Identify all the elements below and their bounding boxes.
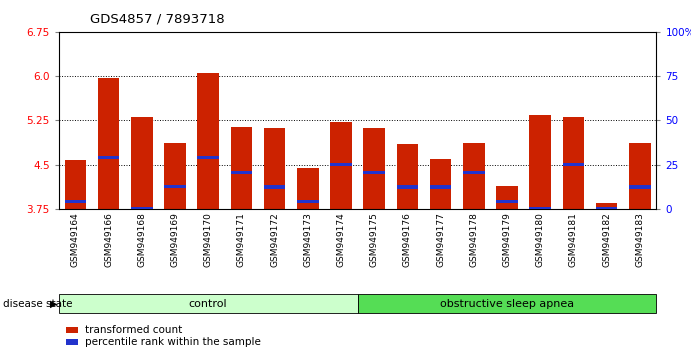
Bar bbox=[562, 117, 584, 209]
Bar bbox=[297, 168, 319, 209]
Text: GSM949182: GSM949182 bbox=[602, 212, 611, 267]
Bar bbox=[629, 143, 651, 209]
Bar bbox=[363, 128, 385, 209]
Bar bbox=[529, 115, 551, 209]
Bar bbox=[363, 171, 385, 174]
Bar bbox=[330, 122, 352, 209]
Bar bbox=[430, 185, 451, 189]
Text: GSM949176: GSM949176 bbox=[403, 212, 412, 267]
Bar bbox=[562, 163, 584, 166]
Bar bbox=[397, 144, 418, 209]
Text: GSM949166: GSM949166 bbox=[104, 212, 113, 267]
Bar bbox=[131, 118, 153, 209]
Bar bbox=[231, 171, 252, 174]
Bar bbox=[198, 73, 219, 209]
Text: GSM949168: GSM949168 bbox=[138, 212, 146, 267]
Bar bbox=[64, 160, 86, 209]
Bar bbox=[198, 156, 219, 159]
Text: GSM949180: GSM949180 bbox=[536, 212, 545, 267]
Text: ▶: ▶ bbox=[50, 298, 57, 309]
Text: GSM949177: GSM949177 bbox=[436, 212, 445, 267]
Bar bbox=[231, 127, 252, 209]
Text: percentile rank within the sample: percentile rank within the sample bbox=[85, 337, 261, 347]
Text: GSM949174: GSM949174 bbox=[337, 212, 346, 267]
Text: GSM949164: GSM949164 bbox=[71, 212, 80, 267]
Text: transformed count: transformed count bbox=[85, 325, 182, 335]
Bar bbox=[297, 200, 319, 204]
Text: GSM949171: GSM949171 bbox=[237, 212, 246, 267]
Bar bbox=[264, 128, 285, 209]
Text: GSM949183: GSM949183 bbox=[635, 212, 644, 267]
Bar bbox=[164, 143, 186, 209]
Bar bbox=[164, 185, 186, 188]
Text: GSM949178: GSM949178 bbox=[469, 212, 478, 267]
Bar bbox=[629, 185, 651, 189]
Text: GSM949179: GSM949179 bbox=[502, 212, 511, 267]
Bar bbox=[430, 159, 451, 209]
Bar bbox=[397, 185, 418, 189]
Text: GDS4857 / 7893718: GDS4857 / 7893718 bbox=[90, 12, 225, 25]
Bar bbox=[596, 203, 618, 209]
Bar bbox=[66, 339, 78, 345]
Bar bbox=[330, 163, 352, 166]
Text: GSM949173: GSM949173 bbox=[303, 212, 312, 267]
Text: obstructive sleep apnea: obstructive sleep apnea bbox=[440, 298, 574, 309]
Text: GSM949169: GSM949169 bbox=[171, 212, 180, 267]
Bar bbox=[97, 156, 120, 159]
Bar bbox=[66, 326, 78, 333]
Bar bbox=[596, 207, 618, 211]
Text: GSM949175: GSM949175 bbox=[370, 212, 379, 267]
Bar bbox=[131, 207, 153, 211]
Bar bbox=[496, 200, 518, 204]
Bar bbox=[463, 171, 484, 174]
Bar bbox=[264, 185, 285, 189]
Text: GSM949172: GSM949172 bbox=[270, 212, 279, 267]
Bar bbox=[463, 143, 484, 209]
Bar bbox=[496, 187, 518, 209]
Text: disease state: disease state bbox=[3, 298, 73, 309]
Bar bbox=[529, 207, 551, 211]
Text: GSM949170: GSM949170 bbox=[204, 212, 213, 267]
Text: control: control bbox=[189, 298, 227, 309]
Bar bbox=[64, 200, 86, 203]
Bar bbox=[97, 78, 120, 209]
Text: GSM949181: GSM949181 bbox=[569, 212, 578, 267]
